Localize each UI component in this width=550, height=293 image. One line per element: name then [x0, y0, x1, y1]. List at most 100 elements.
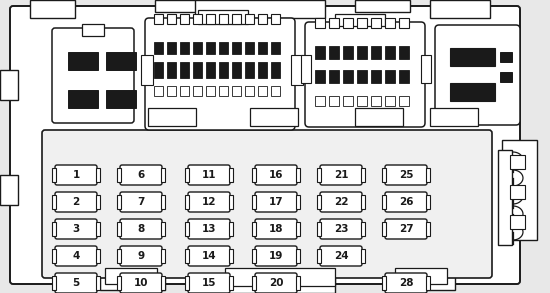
FancyBboxPatch shape [255, 165, 297, 185]
Bar [206, 14, 215, 24]
Bar [426, 222, 430, 236]
Bar [317, 222, 321, 236]
Bar [301, 55, 311, 83]
Text: 12: 12 [202, 197, 216, 207]
Bar [96, 168, 100, 182]
Bar [106, 90, 136, 108]
Bar [510, 155, 525, 169]
Bar [390, 275, 455, 290]
Bar [355, 0, 410, 12]
Bar [161, 249, 165, 263]
Bar [357, 18, 367, 28]
Bar [206, 62, 215, 78]
Text: 28: 28 [399, 278, 413, 288]
Bar [252, 222, 256, 236]
Text: 20: 20 [269, 278, 283, 288]
Bar [271, 14, 280, 24]
Bar [252, 168, 256, 182]
FancyBboxPatch shape [188, 273, 230, 293]
Bar [68, 52, 98, 70]
Bar [117, 222, 121, 236]
FancyBboxPatch shape [188, 219, 230, 239]
Bar [154, 62, 163, 78]
Bar [193, 42, 202, 54]
FancyBboxPatch shape [42, 130, 492, 278]
Text: 3: 3 [73, 224, 80, 234]
FancyBboxPatch shape [385, 219, 427, 239]
Bar [399, 96, 409, 106]
Bar [185, 276, 189, 290]
Bar [315, 18, 325, 28]
FancyBboxPatch shape [145, 18, 295, 130]
Bar [258, 86, 267, 96]
Bar [343, 96, 353, 106]
FancyBboxPatch shape [255, 273, 297, 293]
Text: 1: 1 [73, 170, 80, 180]
Bar [329, 96, 339, 106]
Bar [180, 62, 189, 78]
Bar [399, 18, 409, 28]
Bar [399, 70, 409, 83]
Bar [343, 46, 353, 59]
FancyBboxPatch shape [120, 165, 162, 185]
Bar [96, 195, 100, 209]
Text: 27: 27 [399, 224, 413, 234]
Bar [154, 86, 163, 96]
Text: 7: 7 [138, 197, 145, 207]
Bar [426, 168, 430, 182]
Bar [229, 168, 233, 182]
Text: 16: 16 [269, 170, 283, 180]
Bar [371, 96, 381, 106]
FancyBboxPatch shape [435, 25, 520, 125]
Bar [317, 249, 321, 263]
Bar [502, 140, 537, 240]
FancyBboxPatch shape [385, 273, 427, 293]
Bar [385, 18, 395, 28]
Bar [426, 195, 430, 209]
Bar [296, 249, 300, 263]
Bar [96, 222, 100, 236]
Bar [106, 52, 136, 70]
FancyBboxPatch shape [120, 219, 162, 239]
Bar [271, 42, 280, 54]
Bar [117, 249, 121, 263]
FancyBboxPatch shape [320, 165, 362, 185]
FancyBboxPatch shape [188, 246, 230, 266]
Bar [430, 108, 478, 126]
Bar [315, 46, 325, 59]
Bar [193, 62, 202, 78]
FancyBboxPatch shape [120, 192, 162, 212]
Bar [232, 86, 241, 96]
Bar [382, 168, 386, 182]
Bar [180, 14, 189, 24]
Bar [100, 275, 165, 290]
Text: 8: 8 [138, 224, 145, 234]
Bar [271, 62, 280, 78]
Bar [117, 276, 121, 290]
Bar [421, 55, 431, 83]
Bar [329, 70, 339, 83]
Bar [361, 168, 365, 182]
Bar [219, 86, 228, 96]
Bar [30, 0, 75, 18]
Bar [198, 10, 248, 24]
Bar [371, 18, 381, 28]
Bar [382, 222, 386, 236]
Text: 23: 23 [334, 224, 348, 234]
Bar [329, 46, 339, 59]
Bar [52, 222, 56, 236]
Bar [343, 70, 353, 83]
Bar [385, 46, 395, 59]
Bar [500, 52, 512, 62]
Bar [180, 42, 189, 54]
Bar [450, 48, 495, 66]
Bar [329, 18, 339, 28]
Bar [335, 14, 385, 26]
Bar [206, 42, 215, 54]
Bar [117, 168, 121, 182]
Text: 13: 13 [202, 224, 216, 234]
FancyBboxPatch shape [55, 219, 97, 239]
Bar [141, 55, 153, 85]
FancyBboxPatch shape [385, 192, 427, 212]
Bar [185, 195, 189, 209]
